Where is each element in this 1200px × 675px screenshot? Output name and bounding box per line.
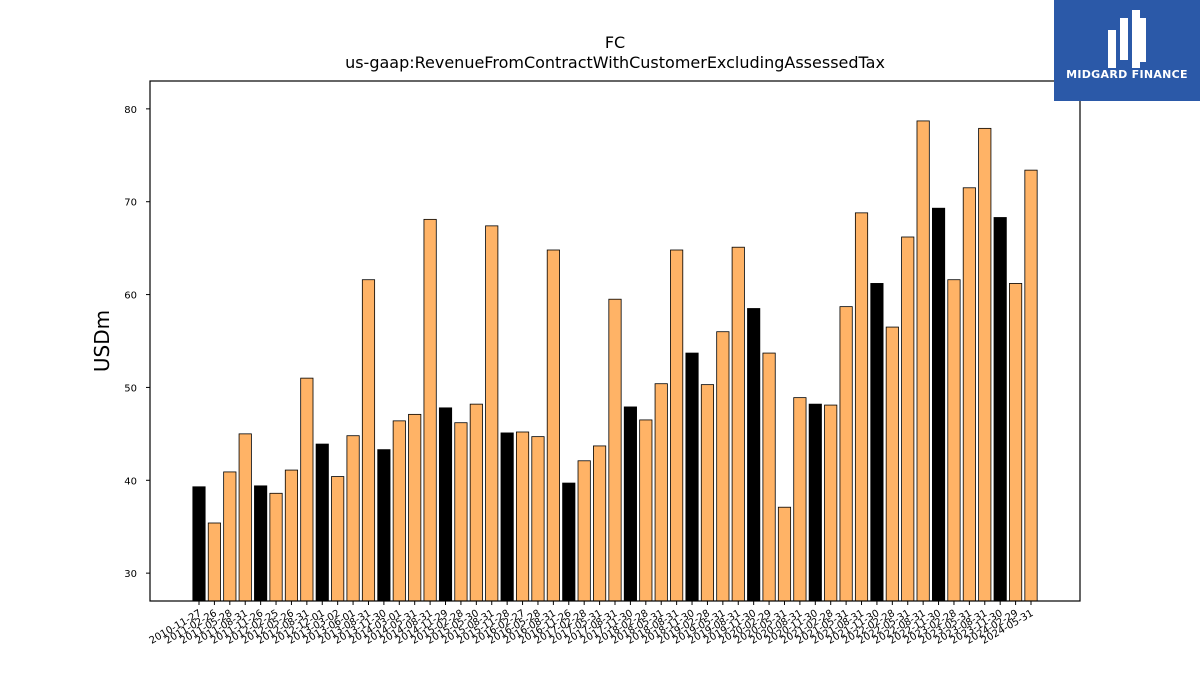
- bar-2024-05-31: [1024, 169, 1038, 602]
- bar-2019-05-31: [716, 331, 730, 602]
- bar-2021-08-31: [854, 212, 869, 602]
- bar-2012-12-01: [315, 443, 329, 602]
- bar-2012-05-26: [284, 469, 299, 602]
- bar-2019-02-28: [700, 384, 715, 602]
- bar-2016-02-27: [515, 431, 530, 602]
- bar-2013-08-31: [361, 279, 376, 602]
- plot-frame: [149, 80, 1081, 602]
- bar-2018-02-28: [639, 419, 653, 602]
- x-axis: 2010-11-272011-02-262011-05-282011-08-31…: [148, 601, 1036, 647]
- bar-2020-11-30: [808, 403, 822, 602]
- bar-2012-08-31: [300, 377, 314, 602]
- bar-2021-02-28: [824, 404, 838, 602]
- bar-2018-11-30: [685, 352, 699, 602]
- bar-2021-05-31: [839, 306, 853, 602]
- bar-2012-02-25: [269, 492, 283, 602]
- bar-2014-11-29: [438, 407, 453, 602]
- bar-2018-08-31: [670, 249, 684, 602]
- bar-2023-05-31: [962, 187, 976, 602]
- bar-2020-08-31: [793, 397, 807, 602]
- bar-2015-02-28: [454, 422, 468, 602]
- bar-2011-02-26: [207, 522, 221, 602]
- bar-2015-05-30: [469, 403, 483, 602]
- bar-2017-08-31: [608, 298, 622, 602]
- y-axis: 30 40 50 60 70 80: [124, 105, 150, 580]
- bar-2013-11-30: [377, 449, 391, 602]
- bar-2016-11-26: [562, 482, 576, 602]
- bar-2023-08-31: [978, 127, 992, 602]
- bar-2016-05-28: [531, 436, 545, 602]
- y-tick-label: 70: [124, 198, 137, 209]
- bar-2014-05-31: [408, 413, 422, 602]
- bar-2019-08-31: [731, 246, 745, 602]
- bar-2011-05-28: [223, 471, 237, 602]
- chart-title-line1: FC: [605, 33, 625, 52]
- y-tick-label: 50: [124, 383, 137, 394]
- bar-2011-08-31: [238, 433, 252, 602]
- bars-group: [192, 120, 1038, 602]
- bar-2022-08-31: [916, 120, 930, 602]
- bar-2014-08-31: [423, 218, 437, 602]
- y-axis-label: USDm: [90, 310, 114, 372]
- chart-title-line2: us-gaap:RevenueFromContractWithCustomerE…: [345, 53, 885, 72]
- bar-2020-02-29: [762, 352, 776, 602]
- y-tick-label: 30: [124, 569, 137, 580]
- bar-2013-06-01: [346, 435, 360, 602]
- bar-2015-08-31: [485, 225, 499, 602]
- bar-2017-05-31: [593, 445, 607, 602]
- y-tick-label: 40: [124, 476, 137, 487]
- bar-2022-05-31: [901, 236, 915, 602]
- bar-2011-11-26: [254, 485, 268, 602]
- bar-2015-11-28: [500, 432, 514, 602]
- logo-text: MIDGARD FINANCE: [1066, 68, 1188, 81]
- bar-2010-11-27: [192, 486, 206, 602]
- logo-mark-icon: [1108, 10, 1146, 68]
- bar-2014-03-01: [392, 420, 406, 602]
- bar-2023-02-28: [947, 279, 961, 602]
- bar-2019-11-30: [747, 308, 761, 602]
- bar-2016-08-31: [546, 249, 560, 602]
- bar-2022-02-28: [885, 326, 899, 602]
- midgard-finance-logo: MIDGARD FINANCE: [1054, 0, 1200, 101]
- bar-2021-11-30: [870, 283, 884, 602]
- bar-2020-05-31: [777, 506, 792, 602]
- bar-2022-11-30: [931, 207, 946, 602]
- bar-2017-11-30: [623, 406, 637, 602]
- bar-2023-11-30: [993, 217, 1007, 602]
- y-tick-label: 80: [124, 105, 137, 116]
- bar-2013-03-02: [331, 476, 345, 602]
- bar-2017-02-28: [577, 460, 591, 602]
- y-tick-label: 60: [124, 291, 137, 302]
- bar-2018-05-31: [654, 383, 668, 602]
- bar-2024-02-29: [1009, 283, 1023, 602]
